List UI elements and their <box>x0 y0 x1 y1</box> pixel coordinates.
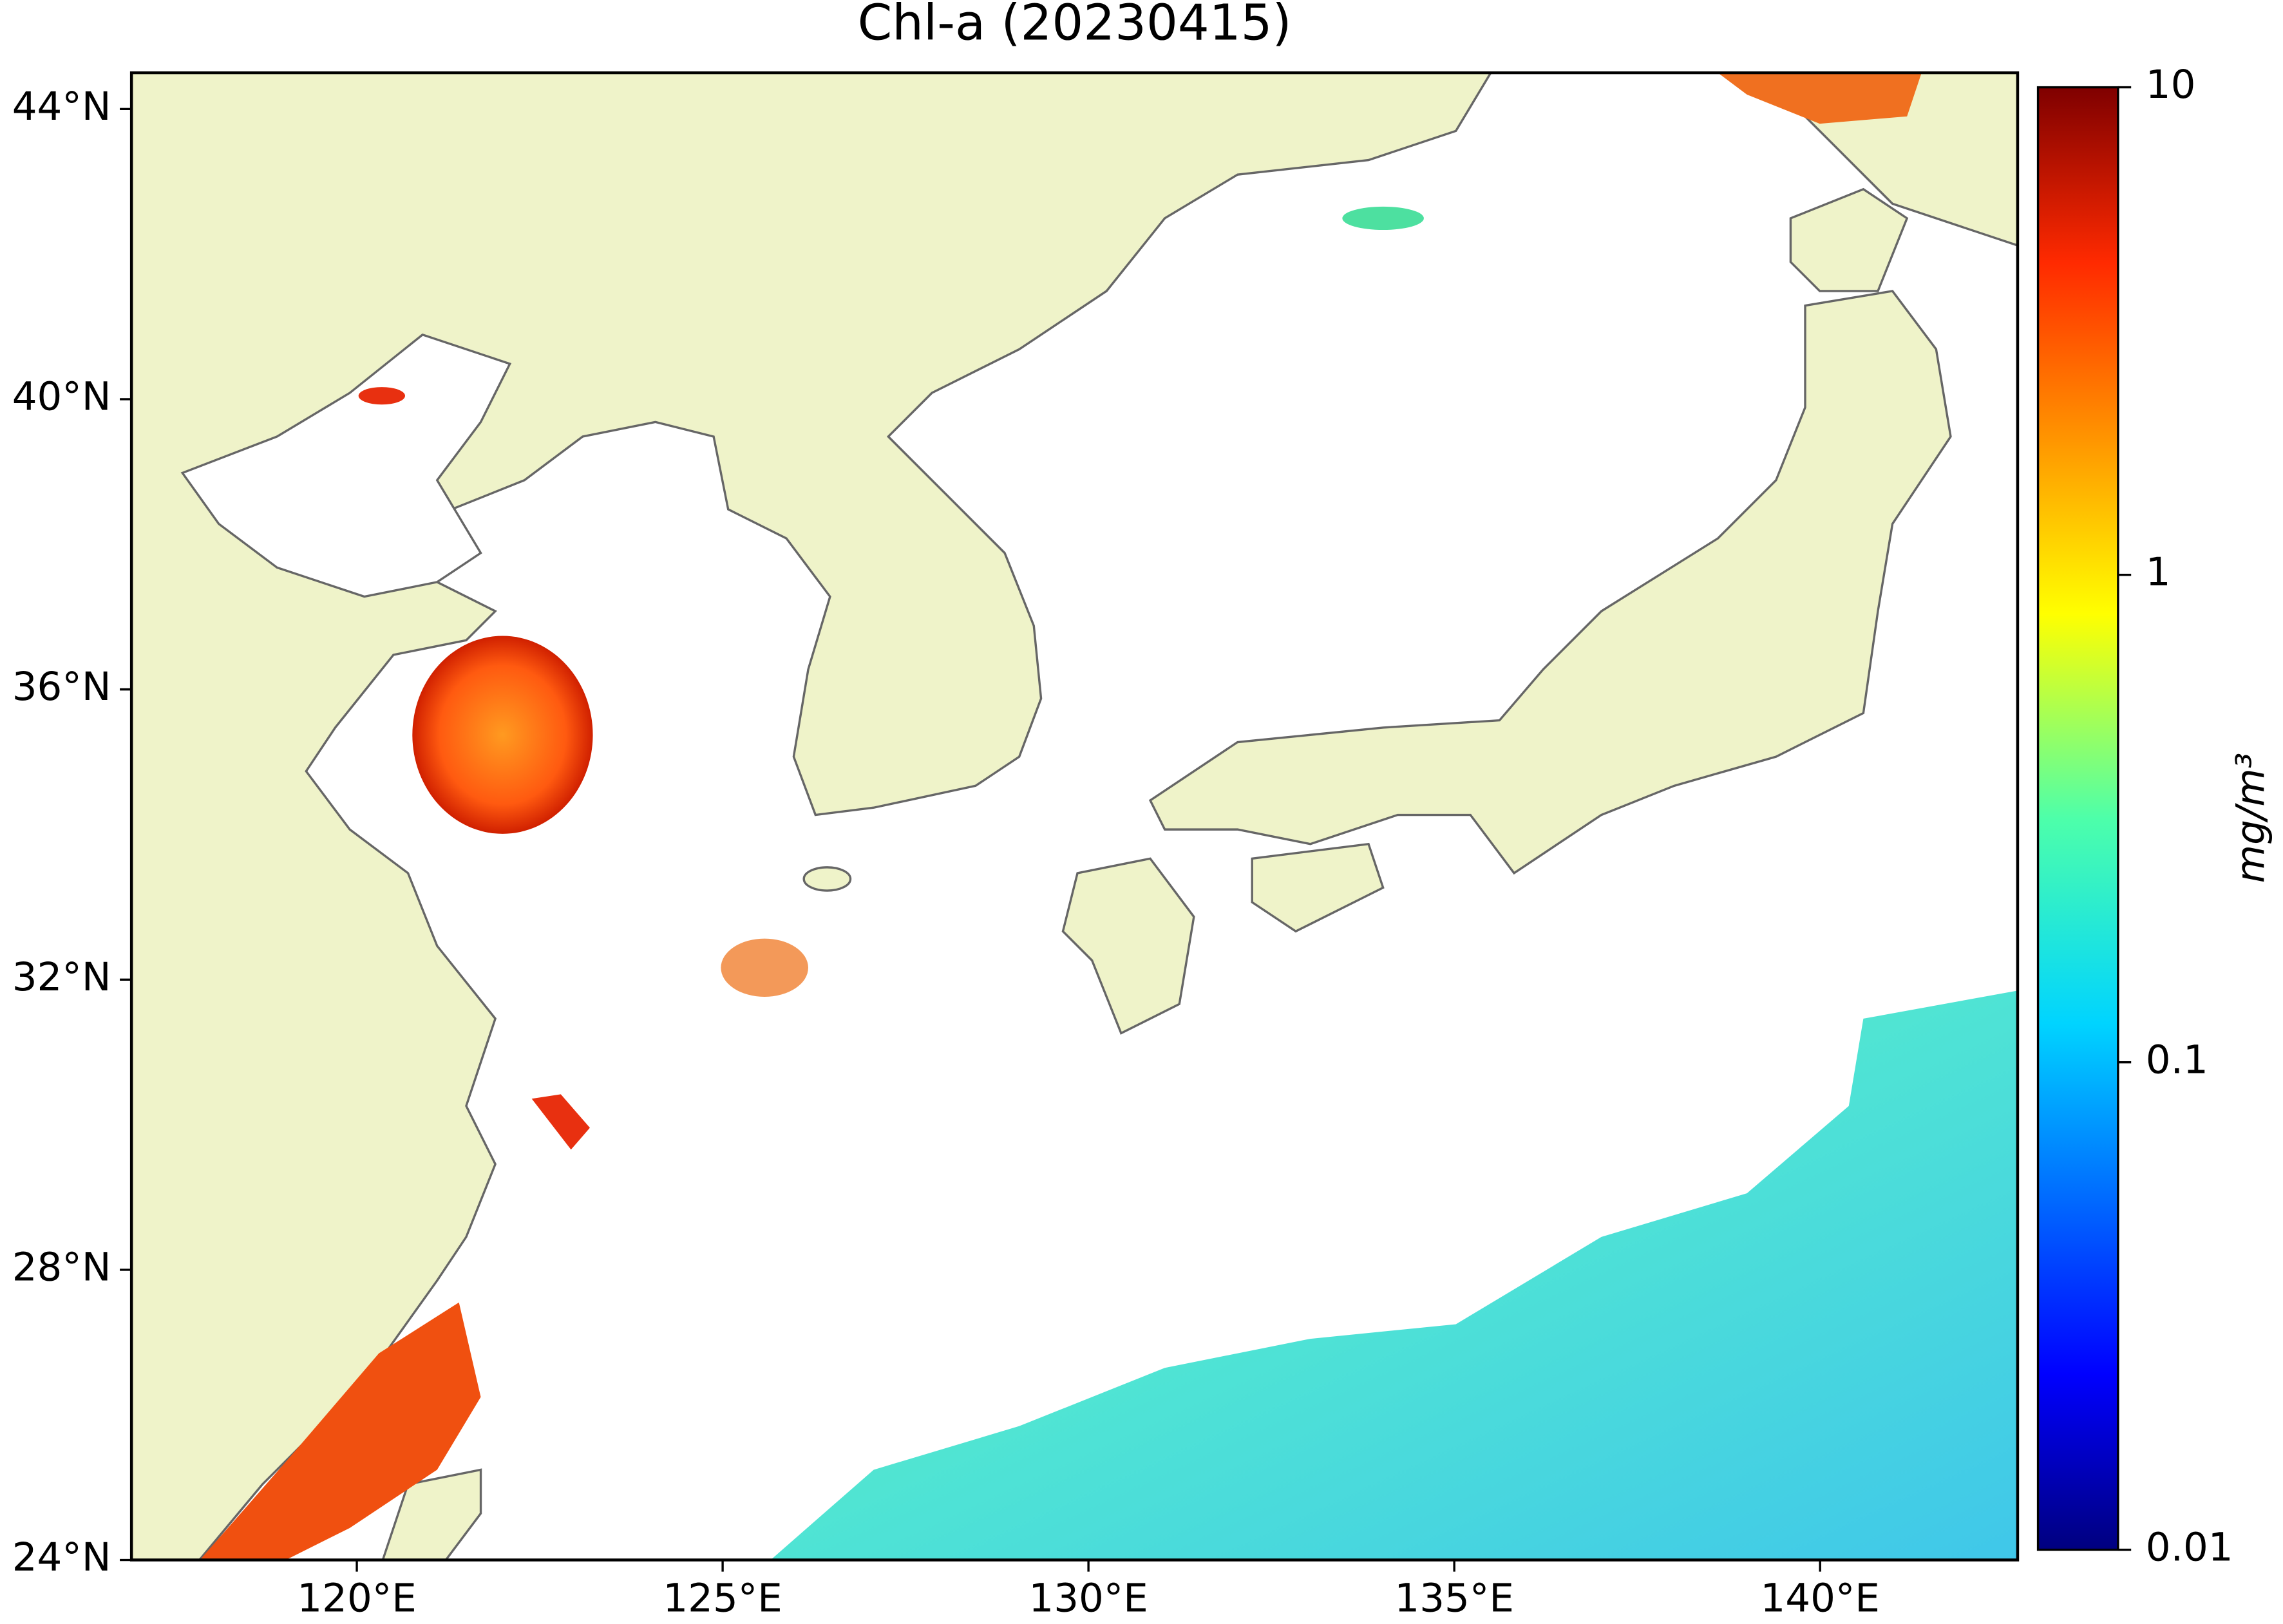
x-tick-label: 140°E <box>1760 1575 1879 1621</box>
jeju <box>802 866 852 892</box>
mainland-asia <box>131 72 1492 1560</box>
bohai-sea <box>180 333 512 598</box>
title: Chl-a (20230415) <box>858 0 1292 52</box>
colorbar <box>2036 86 2119 1551</box>
chl-field-bohai <box>358 387 406 405</box>
x-tick-label: 135°E <box>1394 1575 1513 1621</box>
chl-field-yellow-sea <box>412 636 593 834</box>
map-area <box>131 72 2018 1560</box>
y-tick-label: 36°N <box>12 664 111 710</box>
colorbar-tick-label: 0.1 <box>2146 1037 2208 1082</box>
chl-field-east-china-sea <box>721 938 808 997</box>
taiwan <box>381 1468 482 1560</box>
x-tick-label: 125°E <box>663 1575 782 1621</box>
colorbar-tick-label: 0.01 <box>2146 1524 2233 1570</box>
chl-field-taiwan-strait <box>200 1302 481 1560</box>
y-tick-label: 28°N <box>12 1245 111 1290</box>
colorbar-label: mg/m³ <box>2228 753 2274 883</box>
colorbar-tick-label: 1 <box>2146 549 2171 595</box>
y-tick-label: 32°N <box>12 954 111 1000</box>
y-tick-label: 24°N <box>12 1534 111 1580</box>
y-tick-label: 44°N <box>12 84 111 129</box>
y-tick-label: 40°N <box>12 374 111 420</box>
x-tick-label: 120°E <box>297 1575 416 1621</box>
chl-field-north <box>1718 72 1922 124</box>
chl-field-japan-sea <box>1342 206 1424 231</box>
chl-field-zhoushan <box>531 1094 591 1150</box>
map-frame <box>129 71 2020 1562</box>
kyushu <box>1061 857 1195 1035</box>
chl-field-pacific <box>770 990 2018 1560</box>
x-tick-label: 130°E <box>1028 1575 1148 1621</box>
honshu <box>1148 290 1952 875</box>
hokkaido <box>1789 187 1909 292</box>
shikoku <box>1251 842 1385 933</box>
colorbar-tick-label: 10 <box>2146 62 2196 108</box>
